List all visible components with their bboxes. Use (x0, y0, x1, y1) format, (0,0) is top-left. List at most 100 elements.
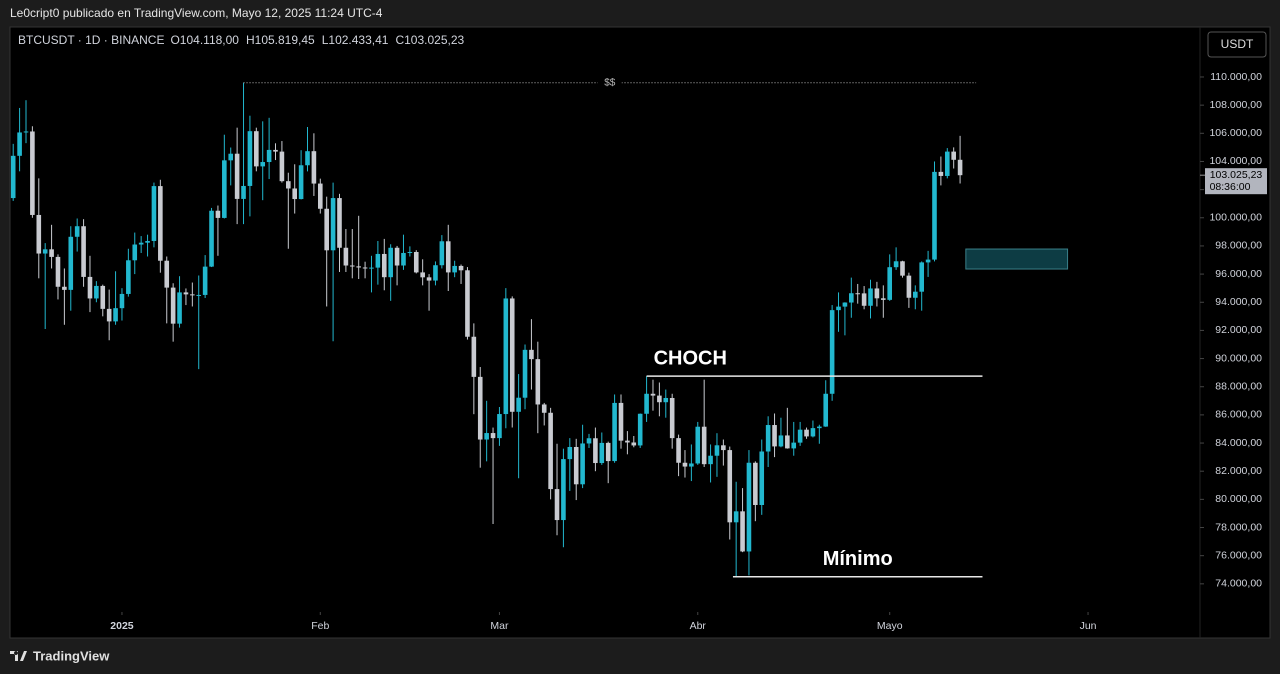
y-tick-label: 86.000,00 (1215, 409, 1262, 421)
candle-body (254, 131, 259, 167)
candle-body (87, 276, 93, 299)
y-tick-label: 104.000,00 (1209, 155, 1262, 167)
candle-body (951, 151, 956, 160)
candle-body (49, 249, 54, 257)
tv-logo (10, 651, 27, 661)
candle-body (535, 359, 541, 405)
countdown-label: 08:36:00 (1210, 181, 1251, 193)
candle-body (94, 285, 99, 299)
publisher-line: Le0cript0 publicado en TradingView.com, … (10, 6, 383, 20)
candle-body (785, 435, 790, 449)
candle-body (100, 285, 106, 309)
candle-body (349, 265, 355, 267)
candle-body (292, 188, 298, 200)
candle-body (420, 272, 425, 278)
candle-body (849, 293, 854, 303)
currency-label[interactable]: USDT (1221, 37, 1254, 51)
candle-body (676, 438, 681, 463)
candle-body (765, 425, 771, 452)
y-tick-label: 78.000,00 (1215, 521, 1262, 533)
candle-body (36, 214, 42, 254)
candle-body (407, 251, 413, 253)
candle-body (567, 446, 573, 460)
candle-body (183, 292, 189, 295)
candle-body (445, 241, 451, 273)
candle-body (740, 511, 745, 552)
candle-body (452, 265, 457, 273)
candle-body (426, 277, 432, 281)
candle-body (689, 463, 694, 467)
candle-body (957, 159, 963, 176)
candle-body (465, 270, 470, 337)
candle-body (561, 459, 566, 521)
annotation-label: CHOCH (654, 347, 727, 369)
candle-body (490, 433, 496, 439)
candle-body (17, 132, 22, 156)
y-tick-label: 90.000,00 (1215, 352, 1262, 364)
y-tick-label: 106.000,00 (1209, 127, 1262, 139)
candle-body (599, 442, 605, 464)
x-tick-label: Abr (690, 620, 707, 632)
candle-body (938, 171, 944, 176)
candle-body (471, 336, 477, 377)
y-tick-label: 82.000,00 (1215, 465, 1262, 477)
candle-body (906, 275, 912, 298)
candle-body (503, 298, 509, 415)
candle-body (823, 393, 829, 427)
candle-body (209, 210, 214, 267)
candle-body (791, 442, 797, 449)
candle-body (62, 286, 67, 290)
candle-body (337, 198, 342, 248)
candle-body (311, 151, 317, 184)
symbol-header: BTCUSDT · 1D · BINANCE O104.118,00 H105.81… (18, 33, 465, 47)
candle-body (343, 247, 349, 266)
candle-body (177, 292, 182, 324)
y-tick-label: 80.000,00 (1215, 493, 1262, 505)
candle-body (842, 302, 848, 307)
candle-body (554, 489, 560, 521)
candle-body (618, 402, 624, 441)
candle-body (388, 247, 393, 278)
candle-body (912, 291, 918, 298)
x-tick-label: Mar (490, 620, 509, 632)
candle-body (733, 511, 739, 523)
candle-body (228, 153, 234, 161)
candle-body (593, 438, 598, 464)
candle-body (829, 310, 835, 394)
candle-body (509, 298, 515, 412)
candle-body (746, 462, 752, 552)
candle-body (458, 265, 464, 271)
candle-body (132, 244, 138, 261)
candle-body (164, 260, 170, 288)
candle-body (925, 259, 931, 263)
candle-body (298, 165, 304, 200)
candle-body (369, 267, 374, 269)
candle-body (721, 445, 726, 451)
candle-body (106, 308, 112, 322)
candle-body (932, 171, 937, 260)
candle-body (413, 251, 419, 273)
y-tick-label: 98.000,00 (1215, 240, 1262, 252)
candle-body (586, 438, 592, 444)
candle-body (222, 160, 227, 218)
candle-body (151, 186, 157, 242)
candle-body (247, 131, 253, 186)
candle-body (605, 442, 611, 462)
last-price-label: 103.025,23 (1210, 169, 1263, 181)
candle-body (317, 183, 323, 209)
candle-body (394, 247, 400, 266)
candle-body (433, 265, 438, 281)
candle-body (663, 397, 669, 403)
candle-body (362, 267, 368, 269)
candle-body (260, 162, 266, 167)
candle-body (477, 376, 483, 440)
candle-body (778, 435, 784, 447)
candle-body (644, 393, 649, 414)
candle-body (234, 153, 240, 199)
currency-button[interactable] (1207, 31, 1267, 58)
candle-body (810, 428, 816, 437)
candle-body (804, 429, 809, 437)
candle-body (266, 149, 272, 163)
